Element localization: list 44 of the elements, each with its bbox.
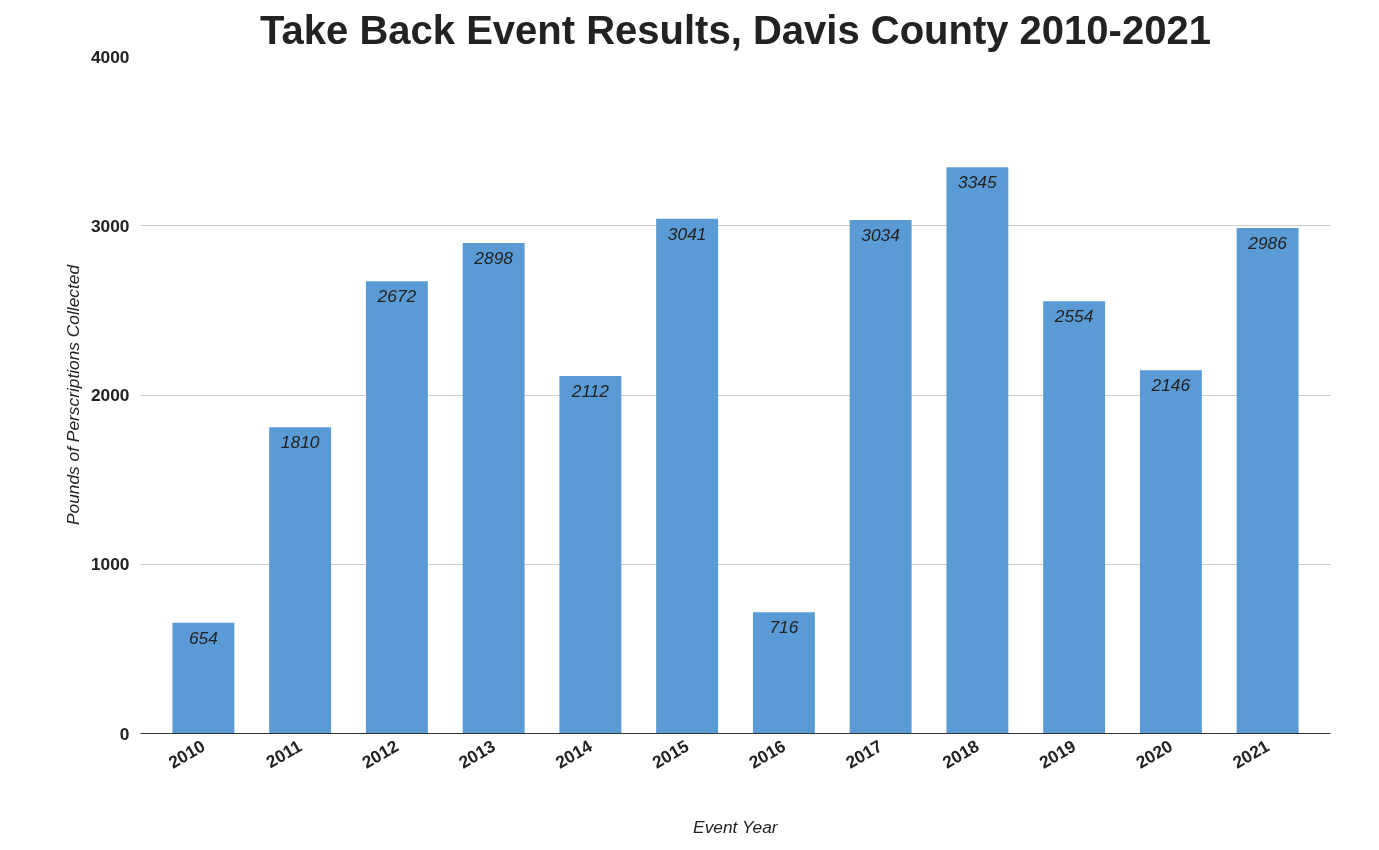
data-label: 3034 (861, 225, 900, 245)
data-label: 2898 (473, 248, 514, 269)
y-tick-label: 1000 (90, 554, 130, 575)
x-tick-label: 2012 (358, 735, 402, 773)
bar (559, 376, 622, 734)
bar (946, 167, 1009, 734)
x-tick-label: 2016 (745, 735, 790, 773)
bar (365, 281, 428, 734)
x-tick-label: 2010 (165, 735, 209, 773)
y-tick-label: 3000 (90, 215, 130, 236)
bar (1236, 228, 1299, 734)
x-tick-label: 2014 (551, 735, 596, 773)
bar (172, 622, 235, 734)
y-axis-title: Pounds of Perscriptions Collected (62, 263, 83, 526)
data-label: 2112 (570, 381, 610, 402)
data-label: 716 (769, 617, 799, 638)
data-label: 2986 (1247, 233, 1288, 254)
x-tick-label: 2015 (648, 735, 693, 773)
data-label: 1810 (280, 432, 320, 453)
bar (269, 427, 332, 734)
x-tick-label: 2011 (262, 735, 306, 772)
data-label: 3345 (958, 172, 998, 193)
x-tick-label: 2013 (455, 735, 499, 773)
bar (656, 218, 719, 734)
y-tick-label: 2000 (90, 385, 130, 405)
data-label: 654 (188, 627, 218, 648)
bar (462, 243, 525, 734)
data-label: 2672 (376, 286, 417, 307)
x-axis-title: Event Year (693, 817, 779, 838)
data-label: 2554 (1053, 306, 1094, 327)
bar (849, 220, 912, 734)
bar (1043, 301, 1106, 734)
x-tick-label: 2018 (938, 735, 983, 773)
chart-title: Take Back Event Results, Davis County 2010-2021 (260, 7, 1211, 52)
bar (752, 612, 815, 734)
x-tick-label: 2021 (1229, 735, 1273, 773)
y-tick-label: 4000 (90, 46, 130, 67)
x-tick-label: 2019 (1035, 735, 1080, 773)
y-tick-label: 0 (119, 723, 130, 744)
data-label: 2146 (1150, 375, 1191, 396)
bar (1139, 370, 1202, 734)
x-tick-label: 2020 (1132, 735, 1176, 773)
x-tick-label: 2017 (842, 735, 886, 773)
data-label: 3041 (667, 223, 707, 244)
